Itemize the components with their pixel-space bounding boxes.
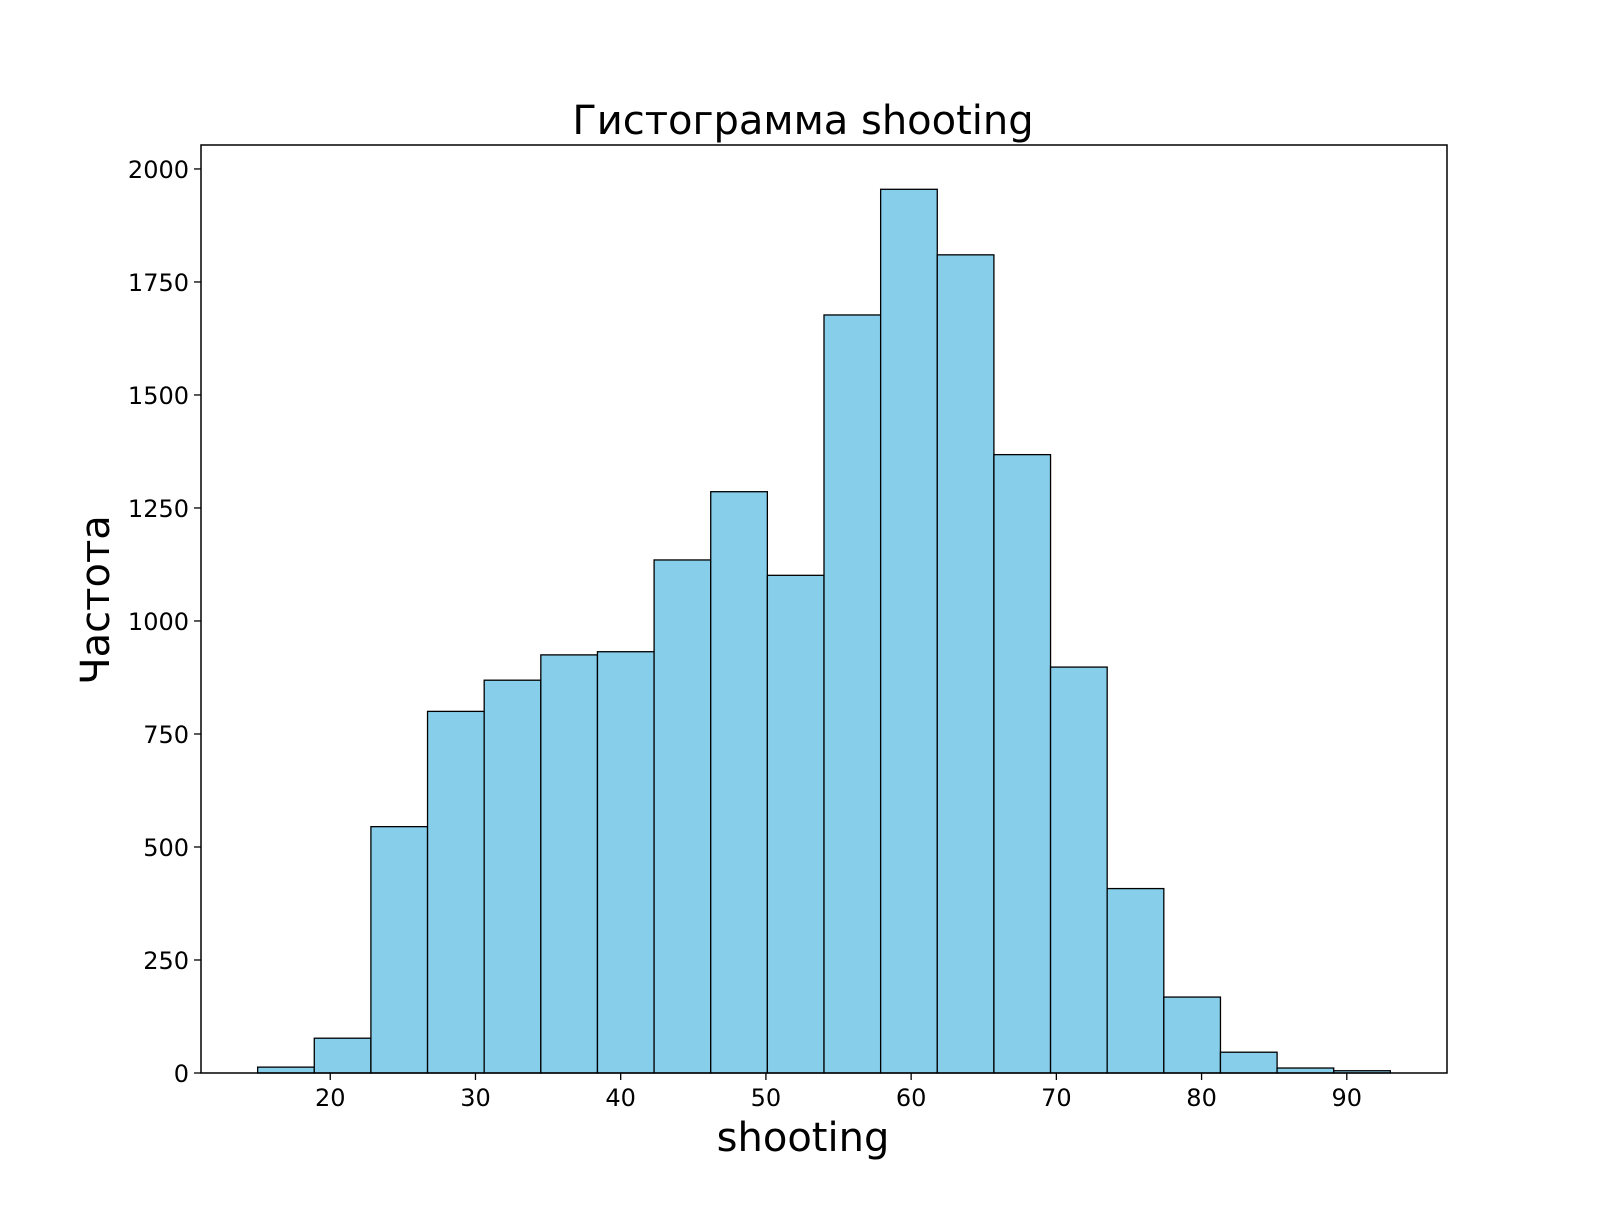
x-tick-label: 20 (315, 1084, 346, 1112)
x-tick-label: 40 (605, 1084, 636, 1112)
histogram-bar (540, 654, 599, 1074)
histogram-bar (1049, 666, 1108, 1074)
histogram-bar (993, 453, 1052, 1074)
histogram-bar (710, 491, 769, 1074)
y-tick-label: 2000 (128, 156, 189, 184)
y-tick-label: 750 (143, 721, 189, 749)
histogram-bar (766, 574, 825, 1074)
histogram-bar (426, 710, 485, 1074)
x-axis-ticks: 20 30 40 50 60 70 80 90 (315, 1073, 1362, 1112)
chart-title: Гистограмма shooting (572, 98, 1033, 144)
y-axis-label: Частота (73, 515, 119, 685)
bars-group (256, 188, 1392, 1074)
y-tick-label: 250 (143, 947, 189, 975)
histogram-bar (1163, 996, 1222, 1074)
y-tick-label: 1750 (128, 269, 189, 297)
y-tick-label: 1250 (128, 495, 189, 523)
histogram-bar (823, 314, 882, 1074)
y-axis-ticks: 0 250 500 750 1000 1250 1500 1750 2000 (128, 156, 201, 1088)
x-tick-label: 60 (896, 1084, 927, 1112)
x-tick-label: 50 (751, 1084, 782, 1112)
y-tick-label: 500 (143, 834, 189, 862)
histogram-bar (936, 254, 995, 1074)
histogram-bar (370, 825, 429, 1074)
histogram-bar (483, 679, 542, 1074)
histogram-bar (653, 559, 712, 1074)
plot-frame (200, 144, 1448, 1074)
histogram-bar (256, 1066, 315, 1074)
histogram-bar (596, 651, 655, 1074)
histogram-bar (313, 1037, 372, 1074)
x-tick-label: 80 (1186, 1084, 1217, 1112)
histogram-bar (1219, 1051, 1278, 1074)
x-tick-label: 90 (1332, 1084, 1363, 1112)
y-tick-label: 0 (174, 1060, 189, 1088)
x-tick-label: 70 (1041, 1084, 1072, 1112)
histogram-bar (1106, 887, 1165, 1074)
histogram-bar (879, 188, 938, 1074)
y-tick-label: 1000 (128, 608, 189, 636)
x-tick-label: 30 (460, 1084, 491, 1112)
y-tick-label: 1500 (128, 382, 189, 410)
x-axis-label: shooting (717, 1115, 890, 1161)
